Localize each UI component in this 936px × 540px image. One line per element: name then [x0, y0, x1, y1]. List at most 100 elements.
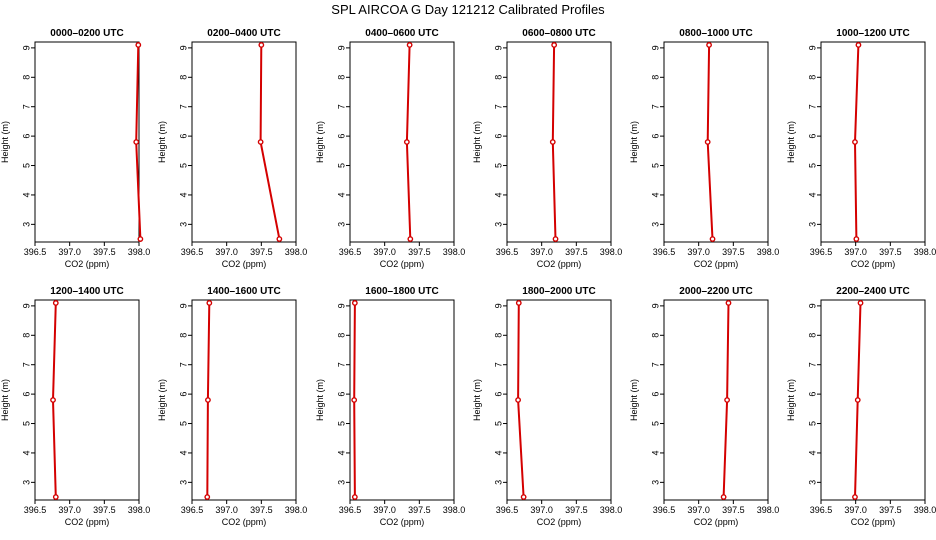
data-point: [720, 494, 727, 500]
data-point: [351, 300, 358, 306]
x-axis-label: CO2 (ppm): [65, 517, 110, 527]
x-tick-label: 398.0: [757, 505, 780, 515]
plot-frame: [191, 41, 297, 243]
data-point: [855, 42, 862, 48]
panel-12: 2200–2400 UTC 396.5 397.0 397.5 398.0 3 4 5 6 7 8 9…: [786, 286, 936, 527]
data-point: [137, 236, 144, 242]
y-tick-label: 4: [336, 450, 346, 455]
panel-2: 0200–0400 UTC 396.5 397.0 397.5 398.0 3 4 5 6 7 8 9…: [157, 28, 307, 269]
y-tick-label: 7: [21, 104, 31, 109]
panel-title: 0600–0800 UTC: [522, 28, 595, 39]
x-tick-label: 397.5: [408, 247, 431, 257]
data-point: [403, 139, 410, 145]
panel-title: 2000–2200 UTC: [679, 286, 752, 297]
y-axis-label: Height (m): [629, 379, 639, 421]
y-tick-label: 8: [178, 333, 188, 338]
data-point: [852, 139, 858, 145]
data-point: [258, 42, 265, 48]
x-axis-label: CO2 (ppm): [851, 517, 896, 527]
y-tick-label: 5: [178, 421, 188, 426]
x-axis-label: CO2 (ppm): [222, 517, 267, 527]
y-axis-label: Height (m): [157, 121, 167, 163]
data-point: [552, 236, 559, 242]
x-tick-label: 396.5: [810, 505, 833, 515]
x-tick-label: 396.5: [24, 247, 47, 257]
data-point: [52, 300, 59, 306]
y-tick-label: 3: [336, 222, 346, 227]
y-tick-label: 7: [807, 362, 817, 367]
panel-9: 1600–1800 UTC 396.5 397.0 397.5 398.0 3 4 5 6 7 8 9…: [315, 286, 465, 527]
y-tick-label: 6: [807, 392, 817, 397]
x-axis-label: CO2 (ppm): [380, 259, 425, 269]
x-tick-label: 398.0: [128, 247, 151, 257]
y-tick-label: 5: [21, 421, 31, 426]
data-point: [852, 494, 858, 500]
data-point: [133, 139, 140, 145]
x-tick-label: 398.0: [600, 247, 623, 257]
plot-frame: [191, 299, 297, 501]
y-tick-label: 8: [21, 75, 31, 80]
y-tick-label: 9: [178, 303, 188, 308]
y-tick-label: 6: [336, 392, 346, 397]
y-tick-label: 6: [21, 392, 31, 397]
x-tick-label: 396.5: [339, 505, 362, 515]
y-tick-label: 4: [493, 192, 503, 197]
panel-5: 0800–1000 UTC 396.5 397.0 397.5 398.0 3 4 5 6 7 8 9…: [629, 28, 779, 269]
data-point: [205, 397, 211, 403]
data-point: [520, 494, 527, 500]
y-tick-label: 3: [493, 480, 503, 485]
x-tick-label: 397.5: [565, 247, 588, 257]
y-tick-label: 6: [21, 134, 31, 139]
y-tick-label: 4: [807, 450, 817, 455]
panel-title: 0800–1000 UTC: [679, 28, 752, 39]
y-tick-label: 9: [493, 45, 503, 50]
y-tick-label: 7: [336, 362, 346, 367]
y-tick-label: 3: [807, 480, 817, 485]
y-tick-label: 3: [650, 222, 660, 227]
y-axis-label: Height (m): [629, 121, 639, 163]
x-tick-label: 397.5: [408, 505, 431, 515]
panel-title: 1000–1200 UTC: [836, 28, 909, 39]
x-axis-label: CO2 (ppm): [537, 259, 582, 269]
panel-6: 1000–1200 UTC 396.5 397.0 397.5 398.0 3 4 5 6 7 8 9…: [786, 28, 936, 269]
x-axis-label: CO2 (ppm): [851, 259, 896, 269]
y-tick-label: 6: [493, 134, 503, 139]
y-tick-label: 7: [493, 362, 503, 367]
y-axis-label: Height (m): [315, 121, 325, 163]
x-tick-label: 397.0: [58, 247, 81, 257]
y-tick-label: 7: [336, 104, 346, 109]
y-tick-label: 7: [650, 362, 660, 367]
plot-frame: [349, 299, 455, 501]
x-tick-label: 397.5: [879, 505, 902, 515]
y-tick-label: 3: [21, 480, 31, 485]
x-tick-label: 396.5: [810, 247, 833, 257]
data-point: [276, 236, 283, 242]
x-axis-label: CO2 (ppm): [694, 517, 739, 527]
x-tick-label: 397.0: [58, 505, 81, 515]
data-point: [351, 397, 358, 403]
x-tick-label: 398.0: [914, 505, 936, 515]
x-tick-label: 396.5: [653, 247, 676, 257]
x-axis-label: CO2 (ppm): [537, 517, 582, 527]
y-tick-label: 5: [807, 163, 817, 168]
y-axis-label: Height (m): [315, 379, 325, 421]
plot-frame: [663, 299, 769, 501]
y-tick-label: 9: [21, 303, 31, 308]
y-tick-label: 3: [336, 480, 346, 485]
x-tick-label: 396.5: [339, 247, 362, 257]
y-tick-label: 4: [493, 450, 503, 455]
panel-7: 1200–1400 UTC 396.5 397.0 397.5 398.0 3 4 5 6 7 8 9…: [0, 286, 150, 527]
y-tick-label: 5: [807, 421, 817, 426]
x-tick-label: 397.5: [250, 247, 273, 257]
x-tick-label: 397.0: [844, 505, 867, 515]
x-tick-label: 398.0: [128, 505, 151, 515]
panel-title: 1200–1400 UTC: [50, 286, 123, 297]
data-point: [52, 494, 59, 500]
y-tick-label: 3: [650, 480, 660, 485]
y-tick-label: 3: [178, 222, 188, 227]
x-tick-label: 396.5: [496, 505, 519, 515]
x-tick-label: 396.5: [653, 505, 676, 515]
x-tick-label: 397.0: [530, 505, 553, 515]
y-tick-label: 7: [21, 362, 31, 367]
